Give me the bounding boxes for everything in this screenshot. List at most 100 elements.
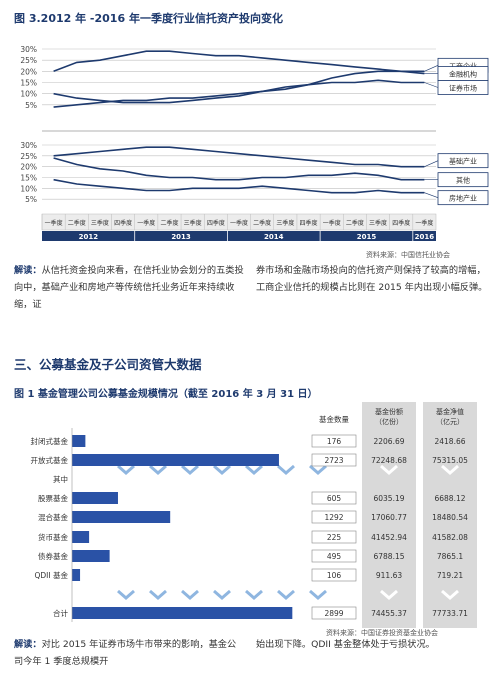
row-label: 开放式基金 (31, 455, 69, 465)
analysis-label: 解读： (14, 265, 42, 276)
nav-value: 75315.05 (432, 456, 468, 465)
nav-value: 18480.54 (432, 513, 468, 522)
share-value: 911.63 (376, 571, 402, 580)
lower-series-line-1 (53, 146, 425, 168)
year-label: 2013 (171, 233, 191, 241)
upper-line-chart: 30% 25% 20% 15% 10% 5% 工商企业金融机构证券市场 (20, 45, 489, 132)
quarter-label: 二季度 (160, 219, 178, 227)
figure-2-title: 图 1 基金管理公司公募基金规模情况（截至 2016 年 3 月 31 日） (14, 389, 318, 400)
fund-size-table-chart: 基金数量 基金份额（亿份） 基金净值（亿元） 封闭式基金 176 2206.69 2418.… (31, 402, 477, 628)
quarter-label: 一季度 (415, 219, 433, 227)
fund-bar (72, 550, 110, 562)
lower-label-leader (424, 192, 439, 198)
chevron-down-icon (245, 464, 263, 475)
quarter-label: 二季度 (253, 219, 271, 227)
quarter-label: 四季度 (207, 219, 225, 227)
quarter-label: 一季度 (45, 219, 63, 227)
quarter-label: 三季度 (276, 219, 294, 227)
count-cell (311, 549, 357, 563)
year-label: 2016 (415, 233, 435, 241)
analysis-paragraph-1-right: 券市场和金融市场投向的信托资产则保持了较高的增幅，工商企业信托的规模占比则在 2… (256, 265, 488, 293)
lower-y-tick-label: 10% (20, 184, 37, 193)
quarter-label: 一季度 (137, 219, 155, 227)
column-header-count: 基金数量 (319, 414, 349, 424)
year-label: 2012 (79, 233, 99, 241)
analysis-paragraph-1-left: 解读：从信托资金投向来看，在信托业协会划分的五类投向中，基础产业和房地产等传统信… (14, 262, 244, 313)
analysis-paragraph-2-left: 解读：对比 2015 年证券市场牛市带来的影响，基金公司今年 1 季度总规模开 (14, 636, 244, 670)
lower-series-label-box (437, 190, 489, 206)
chevron-down-icon (117, 464, 135, 475)
asset-allocation-line-charts: 30%25%20%15%10%5%工商企业金融机构证券市场 30% 25% 20% 1… (20, 45, 489, 241)
fund-bar (72, 511, 171, 523)
share-value: 6035.19 (373, 494, 404, 503)
chevron-down-icon (380, 589, 398, 600)
lower-y-tick-label: 5% (25, 195, 37, 204)
chevron-down-icon (181, 464, 199, 475)
count-cell (311, 491, 357, 505)
nav-value: 77733.71 (432, 609, 468, 618)
upper-label-leader (424, 82, 439, 88)
analysis-text-2: 对比 2015 年证券市场牛市带来的影响，基金公司今年 1 季度总规模开 (14, 639, 237, 667)
count-value: 176 (327, 437, 342, 446)
upper-series-label-box (437, 80, 489, 95)
quarter-label: 一季度 (323, 219, 341, 227)
count-value: 1292 (324, 513, 343, 522)
quarter-label: 一季度 (230, 219, 248, 227)
row-label: 封闭式基金 (31, 436, 69, 446)
fund-bar (72, 435, 86, 447)
nav-value: 6688.12 (434, 494, 465, 503)
chevron-down-icon (309, 464, 327, 475)
quarter-label: 二季度 (346, 219, 364, 227)
chevron-down-icon (277, 589, 295, 600)
count-value: 225 (327, 533, 342, 542)
chevron-down-icon (309, 589, 327, 600)
count-cell (311, 434, 357, 448)
year-label: 2015 (357, 233, 377, 241)
upper-y-tick-label: 10% (20, 90, 37, 99)
count-value: 495 (327, 552, 342, 561)
column-header-share: 基金份额 (375, 407, 403, 416)
lower-y-tick-label: 30% (20, 141, 37, 150)
chevron-down-icon (149, 464, 167, 475)
figure-1-title: 图 3.2012 年 -2016 年一季度行业信托资产投向变化 (14, 12, 283, 25)
share-value: 74455.37 (371, 609, 407, 618)
nav-column-bg (423, 402, 477, 628)
fund-bar-table: 基金数量 基金份额（亿份） 基金净值（亿元） 封闭式基金 176 2206.69 2418.… (31, 402, 477, 628)
quarter-label: 三季度 (369, 219, 387, 227)
lower-y-tick-label: 25% (20, 152, 37, 161)
quarter-label: 二季度 (68, 219, 86, 227)
row-label: QDII 基金 (35, 570, 69, 580)
row-label: 股票基金 (38, 493, 68, 503)
share-value: 41452.94 (371, 533, 407, 542)
count-value: 2899 (324, 609, 343, 618)
fund-bar (72, 607, 293, 619)
section-title: 三、公募基金及子公司资管大数据 (14, 357, 202, 372)
lower-series-label: 房地产业 (449, 194, 477, 203)
lower-label-leader (424, 160, 439, 167)
count-value: 605 (327, 494, 342, 503)
chevron-down-icon (441, 589, 459, 600)
lower-series-label: 其他 (456, 176, 470, 185)
nav-value: 2418.66 (434, 437, 465, 446)
chevron-down-icon (149, 589, 167, 600)
year-label: 2014 (264, 233, 284, 241)
upper-y-tick-label: 20% (20, 67, 37, 76)
figure-2-source: 资料来源：中国证券投资基金业协会 (326, 629, 438, 637)
share-value: 72248.68 (371, 456, 407, 465)
column-header-nav: 基金净值 (436, 407, 464, 416)
share-value: 6788.15 (373, 552, 404, 561)
chevron-down-icon (213, 589, 231, 600)
row-label: 混合基金 (38, 512, 68, 522)
upper-series-label: 证券市场 (449, 84, 477, 93)
share-column-bg (362, 402, 416, 628)
count-cell (311, 510, 357, 524)
count-value: 2723 (324, 456, 343, 465)
nav-value: 7865.1 (437, 552, 463, 561)
count-cell (311, 568, 357, 582)
chevron-down-icon (213, 464, 231, 475)
upper-series-line-1 (53, 50, 425, 73)
year-band (42, 231, 436, 241)
quarter-label: 四季度 (392, 219, 410, 227)
row-label: 债券基金 (38, 551, 68, 561)
